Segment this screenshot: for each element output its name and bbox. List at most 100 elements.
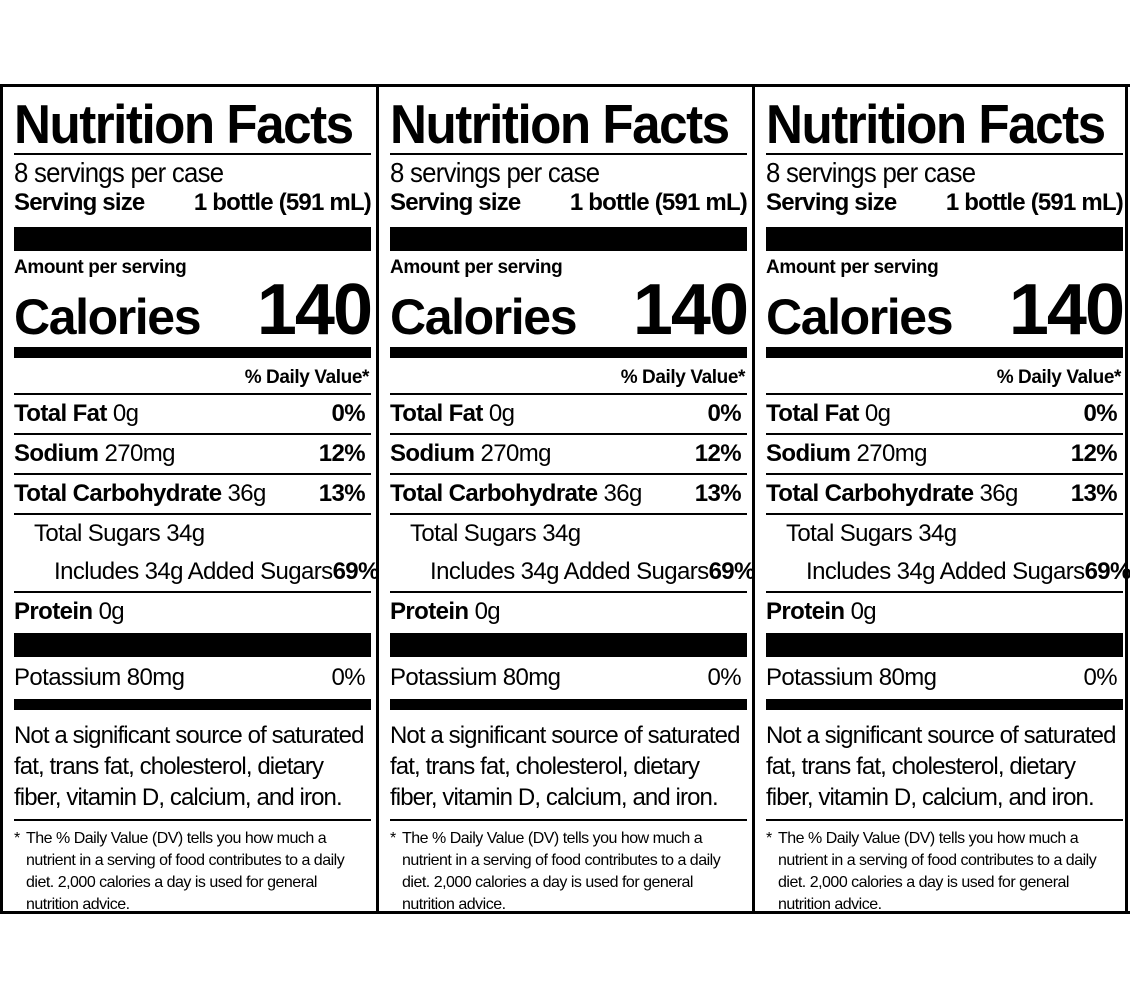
nutrient-row-sodium: Sodium 270mg 12% — [766, 433, 1123, 473]
serving-size-label: Serving size — [14, 189, 145, 216]
calories-label: Calories — [390, 289, 578, 345]
label-title: Nutrition Facts — [766, 93, 1106, 155]
nutrient-name: Total Carbohydrate — [766, 480, 974, 507]
added-sugars: Includes 34g Added Sugars — [54, 558, 333, 585]
nutrient-row-total-fat: Total Fat 0g 0% — [390, 393, 747, 433]
serving-size-label: Serving size — [766, 189, 897, 216]
nutrient-row-protein: Protein 0g — [390, 591, 747, 631]
protein-amount: 0g — [850, 598, 877, 625]
potassium-amount: Potassium 80mg — [390, 664, 561, 691]
nutrient-amount: 0g — [112, 400, 139, 427]
serving-size-row: Serving size 1 bottle (591 mL) — [14, 189, 372, 217]
daily-value-header: % Daily Value* — [244, 367, 370, 388]
nutrient-dv: 13% — [694, 480, 742, 507]
servings-per-container: 8 servings per case — [766, 157, 976, 188]
nutrient-name: Total Carbohydrate — [14, 480, 222, 507]
nutrition-label: Nutrition Facts 8 servings per case Serv… — [376, 87, 755, 913]
calories-value: 140 — [1008, 270, 1125, 350]
calories-row: Calories 140 — [766, 270, 1125, 350]
divider — [390, 153, 747, 155]
nutrient-dv: 12% — [318, 440, 366, 467]
divider — [14, 153, 371, 155]
nutrient-dv: 0% — [331, 400, 366, 427]
nutrient-row-added-sugars: Includes 34g Added Sugars 69% — [14, 553, 379, 591]
calories-label: Calories — [14, 289, 202, 345]
added-sugars-dv: 69% — [1084, 558, 1130, 585]
footnote-asterisk: * — [766, 830, 772, 847]
calories-label: Calories — [766, 289, 954, 345]
not-significant-note: Not a significant source of saturated fa… — [766, 722, 1116, 811]
daily-value-header: % Daily Value* — [620, 367, 746, 388]
nutrient-row-sodium: Sodium 270mg 12% — [14, 433, 371, 473]
daily-value-footnote: * The % Daily Value (DV) tells you how m… — [766, 819, 1123, 916]
nutrient-amount: 0g — [864, 400, 891, 427]
daily-value-footnote: * The % Daily Value (DV) tells you how m… — [390, 819, 747, 916]
footnote-asterisk: * — [14, 830, 20, 847]
thick-divider — [390, 633, 747, 657]
calories-value: 140 — [632, 270, 749, 350]
footnote-text: The % Daily Value (DV) tells you how muc… — [402, 830, 721, 913]
calories-row: Calories 140 — [14, 270, 373, 350]
medium-divider — [390, 699, 747, 710]
protein-amount: 0g — [98, 598, 125, 625]
potassium-row: Potassium 80mg 0% — [390, 657, 747, 699]
nutrient-dv: 0% — [707, 400, 742, 427]
nutrient-row-added-sugars: Includes 34g Added Sugars 69% — [390, 553, 755, 591]
nutrient-dv: 13% — [318, 480, 366, 507]
potassium-dv: 0% — [1083, 664, 1118, 691]
protein-name: Protein — [14, 598, 93, 625]
nutrient-amount: 36g — [979, 480, 1019, 507]
nutrient-row-protein: Protein 0g — [14, 591, 371, 631]
nutrient-name: Sodium — [766, 440, 851, 467]
divider — [766, 153, 1123, 155]
footnote-text: The % Daily Value (DV) tells you how muc… — [778, 830, 1097, 913]
thick-divider — [14, 633, 371, 657]
calories-row: Calories 140 — [390, 270, 749, 350]
thick-divider — [766, 227, 1123, 251]
not-significant-note: Not a significant source of saturated fa… — [14, 722, 364, 811]
protein-name: Protein — [766, 598, 845, 625]
nutrient-amount: 36g — [227, 480, 267, 507]
nutrient-name: Sodium — [390, 440, 475, 467]
total-sugars: Total Sugars 34g — [786, 520, 957, 547]
label-title: Nutrition Facts — [390, 93, 730, 155]
nutrient-name: Total Carbohydrate — [390, 480, 598, 507]
thick-divider — [766, 633, 1123, 657]
calories-value: 140 — [256, 270, 373, 350]
nutrient-row-total-carbohydrate: Total Carbohydrate 36g 13% — [14, 473, 371, 513]
nutrient-row-total-sugars: Total Sugars 34g — [390, 513, 747, 553]
total-sugars: Total Sugars 34g — [34, 520, 205, 547]
footnote-asterisk: * — [390, 830, 396, 847]
daily-value-footnote: * The % Daily Value (DV) tells you how m… — [14, 819, 371, 916]
serving-size-row: Serving size 1 bottle (591 mL) — [766, 189, 1124, 217]
label-title: Nutrition Facts — [14, 93, 354, 155]
medium-divider — [766, 347, 1123, 358]
nutrient-amount: 0g — [488, 400, 515, 427]
potassium-row: Potassium 80mg 0% — [14, 657, 371, 699]
nutrient-dv: 12% — [1070, 440, 1118, 467]
nutrient-amount: 270mg — [480, 440, 551, 467]
nutrient-dv: 0% — [1083, 400, 1118, 427]
total-sugars: Total Sugars 34g — [410, 520, 581, 547]
nutrient-dv: 12% — [694, 440, 742, 467]
added-sugars: Includes 34g Added Sugars — [806, 558, 1085, 585]
added-sugars-dv: 69% — [708, 558, 756, 585]
potassium-amount: Potassium 80mg — [766, 664, 937, 691]
daily-value-header: % Daily Value* — [996, 367, 1122, 388]
serving-size-value: 1 bottle (591 mL) — [945, 189, 1124, 216]
nutrient-row-total-carbohydrate: Total Carbohydrate 36g 13% — [390, 473, 747, 513]
nutrient-row-total-carbohydrate: Total Carbohydrate 36g 13% — [766, 473, 1123, 513]
nutrient-row-sodium: Sodium 270mg 12% — [390, 433, 747, 473]
serving-size-label: Serving size — [390, 189, 521, 216]
serving-size-value: 1 bottle (591 mL) — [569, 189, 748, 216]
medium-divider — [766, 699, 1123, 710]
protein-name: Protein — [390, 598, 469, 625]
nutrient-amount: 36g — [603, 480, 643, 507]
serving-size-value: 1 bottle (591 mL) — [193, 189, 372, 216]
nutrient-dv: 13% — [1070, 480, 1118, 507]
amount-per-serving: Amount per serving — [766, 257, 939, 278]
thick-divider — [14, 227, 371, 251]
nutrient-row-added-sugars: Includes 34g Added Sugars 69% — [766, 553, 1130, 591]
amount-per-serving: Amount per serving — [390, 257, 563, 278]
medium-divider — [14, 699, 371, 710]
